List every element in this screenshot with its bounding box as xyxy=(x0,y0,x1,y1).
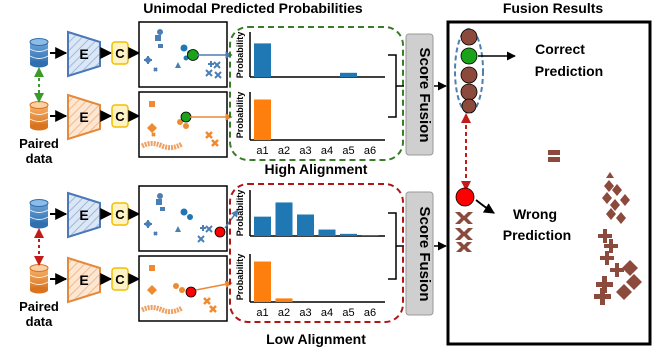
tick-label-a1: a1 xyxy=(256,145,268,157)
svg-text:Probability: Probability xyxy=(235,190,245,237)
low-alignment-label: Low Alignment xyxy=(266,331,366,347)
fusion-cluster-left xyxy=(455,212,473,252)
svg-text:Score Fusion: Score Fusion xyxy=(416,206,433,301)
bar-a5 xyxy=(340,233,357,236)
classifier-bottom-orange: C xyxy=(111,267,129,291)
db-icon-bottom-orange xyxy=(29,264,49,294)
fusion-title: Fusion Results xyxy=(503,0,604,16)
unimodal-title: Unimodal Predicted Probabilities xyxy=(143,0,363,16)
tick-label-a4: a4 xyxy=(321,307,333,319)
svg-text:E: E xyxy=(79,207,88,223)
svg-text:Probability: Probability xyxy=(235,92,245,139)
paired-data-bottom-1: Paired xyxy=(19,299,59,314)
tick-label-a6: a6 xyxy=(364,307,376,319)
db-icon-top-blue xyxy=(29,38,49,68)
svg-text:C: C xyxy=(115,109,125,124)
bar-a2 xyxy=(275,202,293,236)
svg-text:E: E xyxy=(79,272,88,288)
paired-data-bottom-2: data xyxy=(26,314,54,329)
scatter-panel-bottom-blue xyxy=(138,185,228,252)
svg-text:C: C xyxy=(115,207,125,222)
score-fusion-bottom: Score Fusion xyxy=(405,191,434,316)
bar-a3 xyxy=(297,214,314,236)
score-fusion-top: Score Fusion xyxy=(405,33,434,156)
wrong-prediction-1: Wrong xyxy=(513,206,557,222)
bar-a4 xyxy=(318,229,336,236)
svg-text:E: E xyxy=(79,46,88,62)
svg-text:Probability: Probability xyxy=(235,32,245,79)
paired-data-top-1: Paired xyxy=(19,136,59,151)
svg-text:E: E xyxy=(79,109,88,125)
classifier-top-orange: C xyxy=(111,104,129,128)
low-alignment-group xyxy=(229,183,404,323)
high-alignment-group xyxy=(229,26,404,161)
encoder-bottom-orange: E xyxy=(67,256,101,304)
bar-a5 xyxy=(340,72,357,77)
correct-fused-point xyxy=(460,47,478,65)
tick-label-a2: a2 xyxy=(278,145,290,157)
scatter-panel-bottom-orange xyxy=(138,255,228,322)
tick-label-a2: a2 xyxy=(278,307,290,319)
encoder-top-orange: E xyxy=(67,93,101,141)
svg-text:C: C xyxy=(115,46,125,61)
wrong-fused-point xyxy=(455,187,475,207)
tick-label-a3: a3 xyxy=(299,145,311,157)
scatter-panel-top-orange xyxy=(138,91,228,158)
tick-label-a1: a1 xyxy=(256,307,268,319)
tick-label-a5: a5 xyxy=(342,307,354,319)
tick-label-a3: a3 xyxy=(299,307,311,319)
fusion-cluster-middle xyxy=(548,150,560,162)
tick-label-a5: a5 xyxy=(342,145,354,157)
bar-a2 xyxy=(275,298,293,302)
bar-a1 xyxy=(254,216,271,236)
svg-text:Probability: Probability xyxy=(235,254,245,301)
bar-a1 xyxy=(254,261,271,302)
bar-chart-bottom-2: Probability a1 a2 a3 a4 a5 a6 xyxy=(235,254,385,319)
tick-label-a4: a4 xyxy=(321,145,333,157)
classifier-bottom-blue: C xyxy=(111,202,129,226)
fusion-cluster-right xyxy=(594,172,642,305)
correct-prediction-1: Correct xyxy=(535,41,585,57)
encoder-top-blue: E xyxy=(67,30,101,78)
fusion-results-panel xyxy=(446,20,652,346)
paired-data-top-2: data xyxy=(26,151,54,166)
tick-label-a6: a6 xyxy=(364,145,376,157)
bar-a1 xyxy=(254,99,271,140)
classifier-top-blue: C xyxy=(111,41,129,65)
db-icon-bottom-blue xyxy=(29,199,49,229)
bar-chart-bottom-1: Probability xyxy=(235,190,385,237)
bar-chart-top-2: Probability a1 a2 a3 a4 a5 a6 xyxy=(235,92,385,157)
db-icon-top-orange xyxy=(29,101,49,131)
high-alignment-label: High Alignment xyxy=(265,161,368,177)
bar-a6 xyxy=(361,235,379,236)
encoder-bottom-blue: E xyxy=(67,191,101,239)
wrong-prediction-2: Prediction xyxy=(503,227,571,243)
bar-a1 xyxy=(254,43,271,77)
svg-text:Score Fusion: Score Fusion xyxy=(416,47,433,142)
bar-chart-top-1: Probability xyxy=(235,32,385,79)
correct-prediction-2: Prediction xyxy=(535,63,603,79)
svg-text:C: C xyxy=(115,272,125,287)
